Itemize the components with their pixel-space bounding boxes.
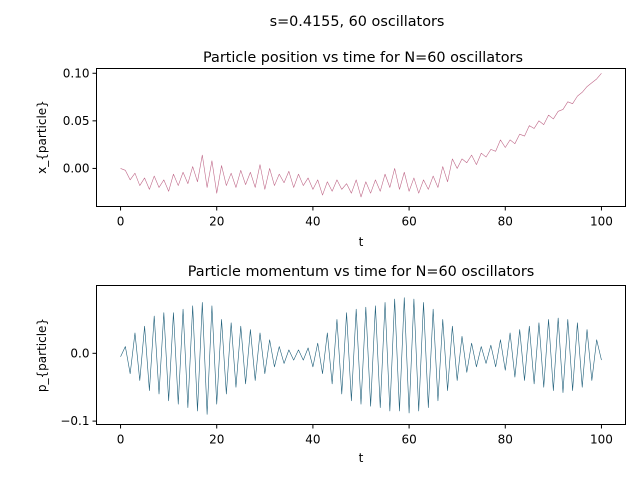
- position-axes-frame: [96, 68, 626, 207]
- position-y-tick-label: 0.05: [63, 114, 90, 128]
- momentum-y-axis-label: p_{particle}: [35, 318, 49, 392]
- momentum-x-tick-label: 100: [590, 433, 613, 447]
- position-x-tick-label: 20: [209, 215, 224, 229]
- momentum-x-tick-label: 80: [498, 433, 513, 447]
- momentum-series-layer: [120, 297, 602, 415]
- momentum-x-tick-label: 20: [209, 433, 224, 447]
- position-series-line: [120, 73, 602, 198]
- position-series-layer: [120, 73, 602, 198]
- position-x-tick-label: 60: [401, 215, 416, 229]
- position-chart-title: Particle position vs time for N=60 oscil…: [203, 50, 523, 66]
- momentum-x-axis-label: t: [359, 451, 364, 465]
- position-y-tick-label: 0.00: [63, 161, 90, 175]
- momentum-series-line: [120, 297, 602, 415]
- momentum-x-tick-label: 0: [117, 433, 125, 447]
- position-x-axis-label: t: [359, 235, 364, 249]
- figure-suptitle: s=0.4155, 60 oscillators: [270, 14, 445, 30]
- position-x-tick-label: 100: [590, 215, 613, 229]
- position-y-axis-label: x_{particle}: [35, 100, 49, 174]
- position-panel: Particle position vs time for N=60 oscil…: [35, 50, 626, 249]
- position-x-tick-label: 40: [305, 215, 320, 229]
- position-ticks: 0 20 40 60 80 100 0.00 0.05 0.10: [63, 66, 613, 228]
- momentum-x-tick-label: 60: [401, 433, 416, 447]
- momentum-panel: Particle momentum vs time for N=60 oscil…: [35, 264, 626, 465]
- position-x-tick-label: 80: [498, 215, 513, 229]
- momentum-y-tick-label: 0.0: [70, 346, 89, 360]
- momentum-ticks: 0 20 40 60 80 100 −0.1 0.0: [60, 346, 613, 446]
- position-y-tick-label: 0.10: [63, 66, 90, 80]
- momentum-chart-title: Particle momentum vs time for N=60 oscil…: [188, 264, 535, 280]
- momentum-y-tick-label: −0.1: [60, 414, 89, 428]
- momentum-x-tick-label: 40: [305, 433, 320, 447]
- momentum-axes-frame: [96, 285, 626, 425]
- position-x-tick-label: 0: [117, 215, 125, 229]
